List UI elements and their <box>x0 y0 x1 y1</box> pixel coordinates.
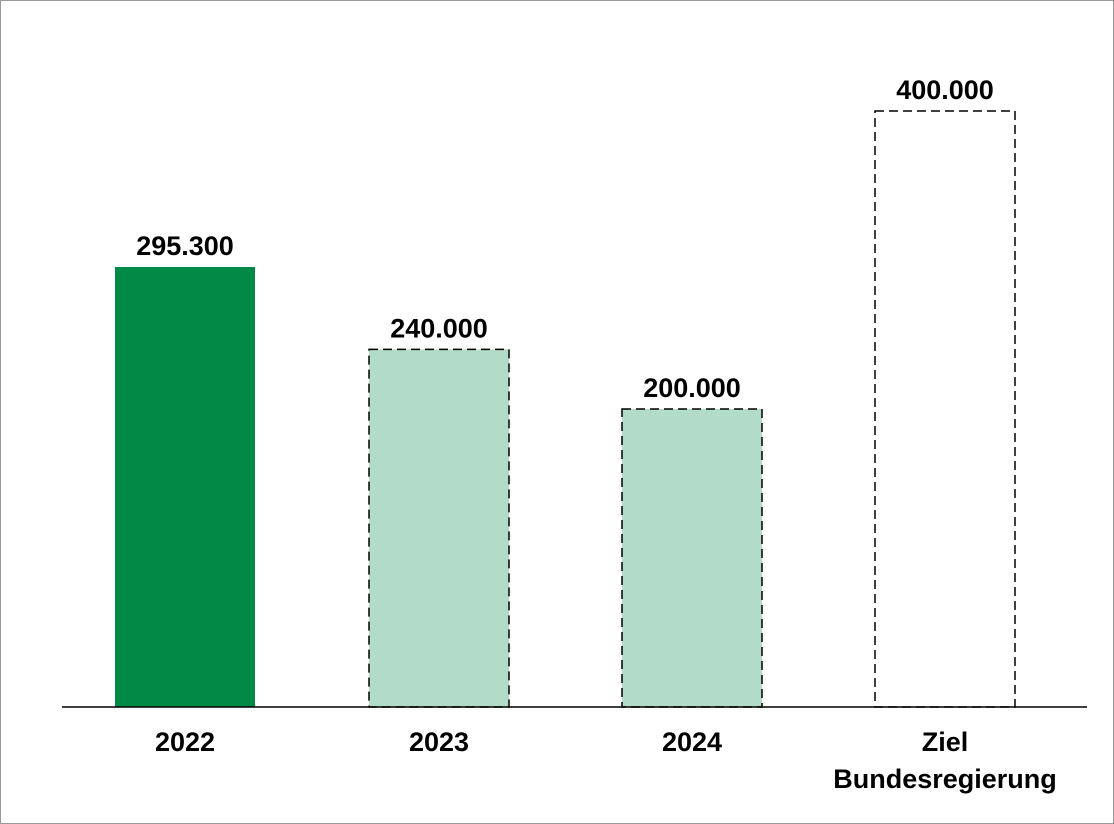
value-label-1: 240.000 <box>390 313 488 343</box>
bar-1 <box>368 348 510 708</box>
value-label-3: 400.000 <box>896 75 994 105</box>
category-label-3-line-1: Bundesregierung <box>833 764 1057 794</box>
category-label-2: 2024 <box>662 727 722 757</box>
value-label-0: 295.300 <box>136 231 234 261</box>
bar-0 <box>115 267 255 707</box>
category-label-0: 2022 <box>155 727 215 757</box>
bar-3 <box>874 110 1016 708</box>
value-label-2: 200.000 <box>643 373 741 403</box>
category-label-1: 2023 <box>409 727 469 757</box>
category-label-3-line-0: Ziel <box>922 727 969 757</box>
bar-2 <box>621 408 763 708</box>
